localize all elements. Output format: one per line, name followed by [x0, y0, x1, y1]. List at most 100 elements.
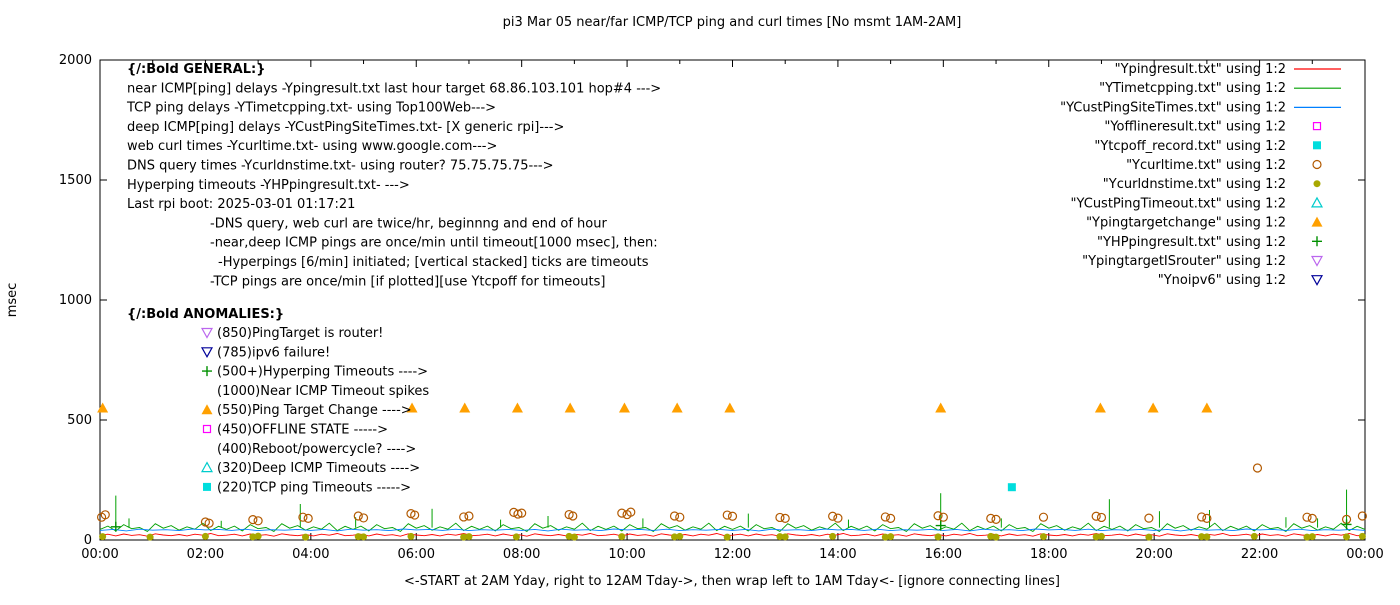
point-Ycurltime: [1038, 512, 1049, 522]
point-Ypingtargetchange: [1094, 402, 1106, 413]
annotation-general: {/:Bold GENERAL:} near ICMP[ping] delays …: [126, 62, 661, 289]
point-Ycurldnstime: [1303, 533, 1311, 541]
point-Ycurltime: [1202, 513, 1212, 524]
point-Ycurltime: [675, 512, 685, 522]
point-Ytcpoff_record: [1007, 483, 1016, 492]
anomaly-item: (785)ipv6 failure!: [200, 345, 330, 360]
legend-label-YCustPingSiteTimes: "YCustPingSiteTimes.txt" using 1:2: [1060, 100, 1286, 115]
point-Ycurltime: [1197, 512, 1207, 522]
legend-entry: "YCustPingTimeout.txt" using 1:2: [1071, 196, 1324, 211]
anomalies-header: {/:Bold ANOMALIES:}: [127, 307, 284, 322]
point-Ypingtargetchange: [406, 402, 418, 413]
legend-sample-YpingtargetISrouter: [1310, 255, 1324, 267]
point-Ypingtargetchange: [97, 402, 109, 413]
point-Ycurldnstime: [254, 532, 262, 540]
point-Ycurltime: [986, 513, 996, 524]
point-Ycurldnstime: [360, 533, 368, 541]
chart-title: pi3 Mar 05 near/far ICMP/TCP ping and cu…: [503, 15, 962, 30]
y-tick-label: 1000: [59, 293, 92, 308]
point-Ypingtargetchange: [724, 402, 736, 413]
general-line: Hyperping timeouts -YHPpingresult.txt- -…: [127, 178, 410, 193]
point-Ycurldnstime: [1097, 532, 1105, 540]
legend-entry: "Ynoipv6" using 1:2: [1158, 273, 1324, 288]
y-tick-label: 2000: [59, 53, 92, 68]
legend-sample-YCustPingTimeout: [1310, 196, 1324, 208]
point-Ycurldnstime: [512, 533, 520, 541]
series-Ytcpoff_record: [1007, 483, 1016, 492]
legend-label-YTimetcpping: "YTimetcpping.txt" using 1:2: [1099, 81, 1286, 96]
point-Ycurldnstime: [776, 533, 784, 541]
x-tick-label: 00:00: [1346, 547, 1383, 562]
point-Ycurltime: [722, 510, 732, 520]
point-Ycurltime: [775, 512, 785, 523]
point-Ycurltime: [410, 510, 420, 520]
point-Ycurldnstime: [1039, 533, 1047, 541]
point-Ycurltime: [1144, 513, 1154, 523]
point-Ycurltime: [617, 508, 627, 518]
point-Ycurldnstime: [987, 532, 995, 540]
point-Ycurldnstime: [781, 533, 789, 541]
point-Ycurldnstime: [201, 532, 209, 540]
anomaly-item: (320)Deep ICMP Timeouts ---->: [200, 461, 420, 476]
y-tick-label: 500: [67, 413, 92, 428]
point-Ycurltime: [513, 509, 523, 519]
point-Ycurltime: [358, 513, 369, 523]
anomaly-text: (550)Ping Target Change ---->: [217, 403, 412, 418]
point-Ycurldnstime: [1358, 532, 1366, 540]
x-tick-label: 20:00: [1135, 547, 1172, 562]
legend-label-YpingtargetISrouter: "YpingtargetISrouter" using 1:2: [1082, 254, 1286, 269]
point-Ycurltime: [886, 513, 896, 524]
legend-entry: "Ytcpoff_record.txt" using 1:2: [1094, 139, 1321, 154]
legend-label-YHPpingresult: "YHPpingresult.txt" using 1:2: [1097, 235, 1286, 250]
x-tick-label: 08:00: [503, 547, 540, 562]
point-Ycurltime: [253, 516, 263, 526]
point-Ycurldnstime: [1092, 533, 1100, 541]
legend-entry: "Yofflineresult.txt" using 1:2: [1104, 120, 1322, 135]
point-Ycurltime: [1307, 513, 1317, 524]
anomaly-item: (1000)Near ICMP Timeout spikes: [217, 384, 429, 399]
triangle-up-open-icon: [200, 461, 214, 473]
point-Ycurldnstime: [934, 533, 942, 541]
point-Ycurltime: [727, 511, 738, 521]
point-Ycurldnstime: [570, 533, 578, 541]
legend-entry: "Ypingtargetchange" using 1:2: [1086, 216, 1323, 231]
x-tick-label: 16:00: [925, 547, 962, 562]
general-line: near ICMP[ping] delays -Ypingresult.txt …: [127, 81, 661, 96]
series-line-YTimetcpping: [99, 522, 1366, 532]
legend-entry: "YHPpingresult.txt" using 1:2: [1097, 235, 1322, 250]
x-tick-label: 10:00: [608, 547, 645, 562]
point-Ycurltime: [833, 513, 843, 523]
triangle-down-open-icon: [200, 347, 214, 359]
point-Ypingtargetchange: [1147, 402, 1159, 413]
point-Ycurltime: [568, 511, 578, 521]
legend-label-Ycurldnstime: "Ycurldnstime.txt" using 1:2: [1103, 177, 1286, 192]
point-Ycurldnstime: [1308, 533, 1316, 541]
point-YHPpingresult: [110, 521, 121, 532]
point-Ycurldnstime: [407, 532, 415, 540]
general-line: -near,deep ICMP pings are once/min until…: [210, 236, 658, 251]
legend-entry: "Ycurldnstime.txt" using 1:2: [1103, 177, 1321, 192]
square-filled-icon: [203, 482, 211, 491]
plot-area: 00:00 02:00 04:00 06:00 08:00 10:00 12:00 14:00…: [59, 53, 1384, 562]
point-Ycurldnstime: [354, 533, 362, 541]
x-axis-label: <-START at 2AM Yday, right to 12AM Tday-…: [404, 574, 1060, 589]
general-line: -TCP pings are once/min [if plotted][use…: [210, 274, 605, 289]
point-Ycurldnstime: [887, 533, 895, 541]
point-Ycurldnstime: [881, 533, 889, 541]
general-line: -Hyperpings [6/min] initiated; [vertical…: [218, 255, 649, 270]
x-tick-label: 02:00: [187, 547, 224, 562]
point-Ycurltime: [828, 511, 838, 521]
legend-sample-Ypingtargetchange: [1311, 216, 1323, 227]
series-YTimetcpping: [99, 489, 1366, 532]
point-Ypingtargetchange: [935, 402, 947, 413]
y-axis-label: msec: [5, 283, 20, 318]
legend-sample-Yofflineresult: [1312, 121, 1322, 131]
legend-sample-YHPpingresult: [1312, 236, 1322, 247]
anomaly-text: (500+)Hyperping Timeouts ---->: [217, 365, 428, 380]
point-Ycurltime: [200, 517, 211, 527]
point-Ypingtargetchange: [511, 402, 523, 413]
series-line-YCustPingSiteTimes: [99, 528, 1366, 532]
point-Ypingtargetchange: [618, 402, 630, 413]
